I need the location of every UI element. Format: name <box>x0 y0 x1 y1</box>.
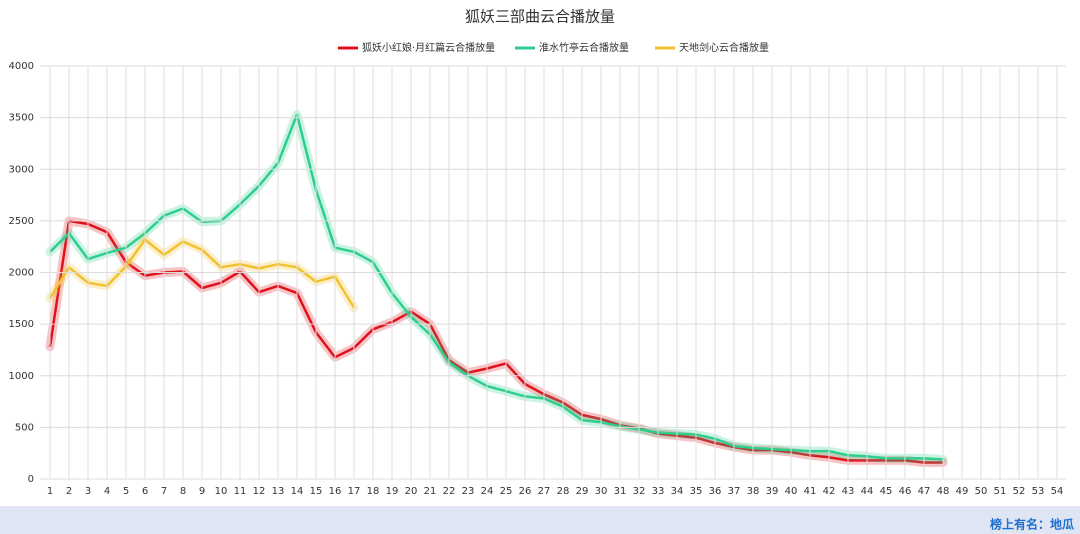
x-tick-label: 14 <box>291 486 304 497</box>
y-tick-label: 3000 <box>9 164 34 175</box>
x-tick-label: 49 <box>956 486 969 497</box>
x-tick-label: 1 <box>47 486 53 497</box>
y-tick-label: 2000 <box>9 268 34 279</box>
x-tick-label: 39 <box>766 486 779 497</box>
y-tick-label: 0 <box>28 474 34 485</box>
x-tick-label: 47 <box>918 486 931 497</box>
x-tick-label: 34 <box>671 486 684 497</box>
x-tick-label: 33 <box>652 486 665 497</box>
x-tick-label: 36 <box>709 486 722 497</box>
x-tick-label: 32 <box>633 486 646 497</box>
x-tick-label: 6 <box>142 486 148 497</box>
x-tick-label: 22 <box>443 486 456 497</box>
x-tick-label: 38 <box>747 486 760 497</box>
x-tick-label: 42 <box>823 486 836 497</box>
y-tick-label: 1500 <box>9 319 34 330</box>
x-tick-label: 20 <box>405 486 418 497</box>
x-tick-label: 31 <box>614 486 627 497</box>
x-tick-label: 19 <box>386 486 399 497</box>
y-tick-label: 1000 <box>9 371 34 382</box>
bottom-strip <box>0 506 1080 534</box>
x-tick-label: 27 <box>538 486 551 497</box>
x-tick-label: 43 <box>842 486 855 497</box>
x-tick-label: 13 <box>272 486 285 497</box>
x-tick-label: 7 <box>161 486 167 497</box>
watermark: 榜上有名：地瓜 <box>990 517 1074 532</box>
x-tick-label: 23 <box>462 486 475 497</box>
legend-label: 狐妖小红娘·月红篇云合播放量 <box>362 41 495 54</box>
x-tick-label: 35 <box>690 486 703 497</box>
x-tick-label: 12 <box>253 486 266 497</box>
x-tick-label: 9 <box>199 486 205 497</box>
x-tick-label: 50 <box>975 486 988 497</box>
y-tick-label: 3500 <box>9 113 34 124</box>
x-tick-label: 10 <box>215 486 228 497</box>
x-tick-label: 5 <box>123 486 129 497</box>
x-tick-label: 46 <box>899 486 912 497</box>
x-tick-label: 41 <box>804 486 817 497</box>
series-line <box>49 113 944 461</box>
y-tick-label: 2500 <box>9 216 34 227</box>
x-tick-label: 24 <box>481 486 494 497</box>
legend-label: 天地剑心云合播放量 <box>679 41 769 54</box>
x-tick-label: 21 <box>424 486 437 497</box>
x-tick-label: 52 <box>1013 486 1026 497</box>
x-tick-label: 15 <box>310 486 323 497</box>
x-tick-label: 3 <box>85 486 91 497</box>
x-tick-label: 28 <box>557 486 570 497</box>
x-tick-label: 11 <box>234 486 247 497</box>
y-tick-label: 500 <box>15 422 34 433</box>
x-tick-label: 30 <box>595 486 608 497</box>
x-tick-label: 4 <box>104 486 110 497</box>
x-tick-label: 29 <box>576 486 589 497</box>
chart-title: 狐妖三部曲云合播放量 <box>465 8 615 26</box>
x-tick-label: 26 <box>519 486 532 497</box>
legend-label: 淮水竹亭云合播放量 <box>539 41 629 54</box>
y-tick-label: 4000 <box>9 61 34 72</box>
x-tick-label: 45 <box>880 486 893 497</box>
series-line <box>48 219 943 464</box>
x-tick-label: 51 <box>994 486 1007 497</box>
x-tick-label: 40 <box>785 486 798 497</box>
x-tick-label: 25 <box>500 486 513 497</box>
x-tick-label: 54 <box>1051 486 1064 497</box>
x-tick-label: 16 <box>329 486 342 497</box>
x-tick-label: 2 <box>66 486 72 497</box>
x-tick-label: 37 <box>728 486 741 497</box>
x-tick-label: 53 <box>1032 486 1045 497</box>
x-tick-label: 17 <box>348 486 361 497</box>
x-tick-label: 18 <box>367 486 380 497</box>
x-tick-label: 8 <box>180 486 186 497</box>
x-tick-label: 48 <box>937 486 950 497</box>
x-tick-label: 44 <box>861 486 874 497</box>
